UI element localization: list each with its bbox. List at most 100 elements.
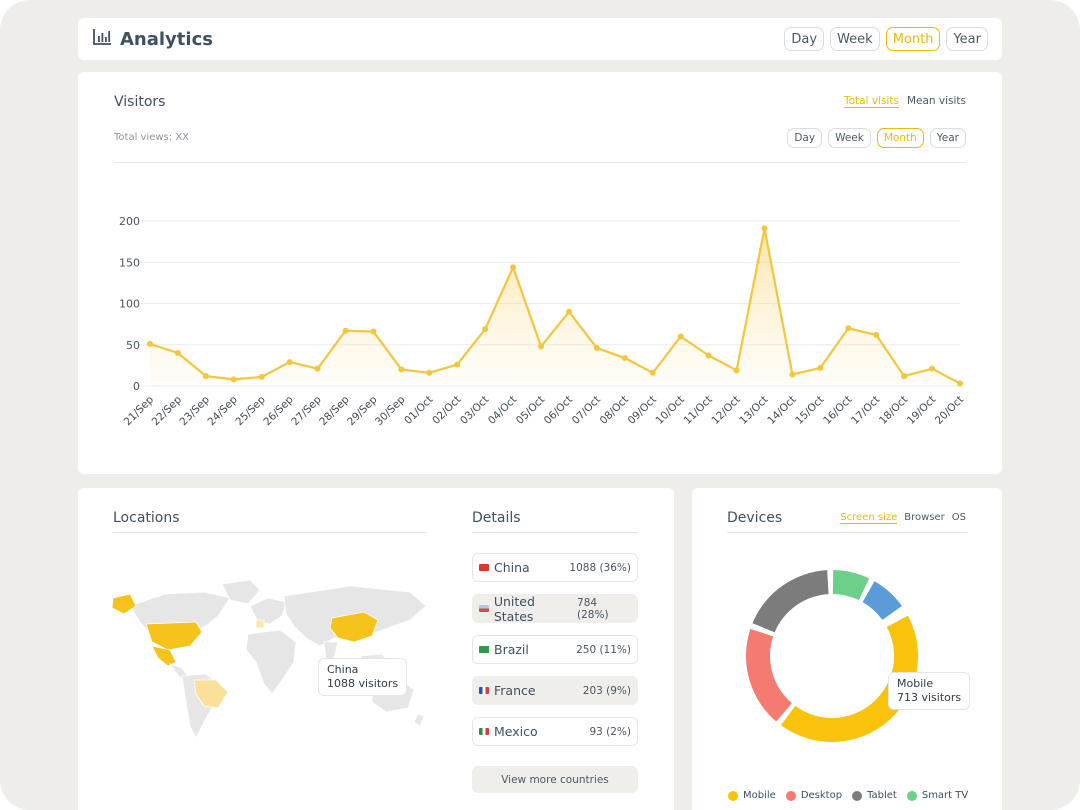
data-point[interactable] bbox=[286, 359, 293, 366]
x-tick-label: 17/Oct bbox=[849, 394, 882, 427]
data-point[interactable] bbox=[258, 373, 265, 380]
details-country: Brazil bbox=[494, 642, 529, 657]
data-point[interactable] bbox=[677, 333, 684, 340]
visitors-chart: 0 50 100 150 200 21/Sep22/Sep23/Sep24/Sep25/… bbox=[119, 215, 966, 428]
total-views-label: Total views: XX bbox=[114, 132, 190, 143]
divider bbox=[727, 532, 967, 533]
series-area bbox=[150, 228, 960, 386]
page-title: Analytics bbox=[120, 28, 213, 50]
details-row-mexico[interactable]: Mexico 93 (2%) bbox=[472, 717, 638, 746]
details-value: 1088 (36%) bbox=[569, 561, 631, 574]
visitors-range-selector: Day Week Month Year bbox=[787, 128, 966, 148]
x-tick-label: 05/Oct bbox=[514, 394, 547, 427]
details-value: 93 (2%) bbox=[589, 725, 631, 738]
brand: Analytics bbox=[92, 28, 213, 50]
data-point[interactable] bbox=[845, 325, 852, 332]
tab-browser[interactable]: Browser bbox=[904, 512, 945, 523]
legend-item-smart-tv[interactable]: Smart TV bbox=[906, 790, 968, 801]
visitors-range-week[interactable]: Week bbox=[828, 128, 871, 148]
devices-title: Devices bbox=[727, 510, 783, 526]
x-tick-label: 15/Oct bbox=[793, 394, 826, 427]
view-more-countries-button[interactable]: View more countries bbox=[472, 766, 638, 793]
x-tick-label: 23/Sep bbox=[178, 393, 213, 428]
data-point[interactable] bbox=[565, 308, 572, 315]
map-tooltip: China 1088 visitors bbox=[318, 658, 408, 696]
details-row-united-states[interactable]: United States 784 (28%) bbox=[472, 594, 638, 624]
data-point[interactable] bbox=[230, 376, 237, 383]
legend-dot-icon bbox=[852, 790, 863, 801]
x-tick-label: 18/Oct bbox=[877, 394, 910, 427]
data-point[interactable] bbox=[398, 366, 405, 373]
visitors-title: Visitors bbox=[114, 94, 166, 110]
x-tick-label: 25/Sep bbox=[233, 393, 268, 428]
visitors-range-day[interactable]: Day bbox=[787, 128, 823, 148]
x-tick-label: 08/Oct bbox=[598, 394, 631, 427]
visitors-range-year[interactable]: Year bbox=[929, 128, 966, 148]
data-point[interactable] bbox=[761, 225, 768, 232]
y-tick-label: 150 bbox=[119, 256, 140, 269]
map-tooltip-visitors: 1088 visitors bbox=[327, 677, 399, 690]
details-title: Details bbox=[472, 510, 521, 526]
header-range-selector: Day Week Month Year bbox=[784, 27, 988, 51]
data-point[interactable] bbox=[593, 345, 600, 352]
data-point[interactable] bbox=[538, 343, 545, 350]
header-range-day[interactable]: Day bbox=[784, 27, 825, 51]
x-tick-label: 10/Oct bbox=[654, 394, 687, 427]
data-point[interactable] bbox=[733, 367, 740, 374]
data-point[interactable] bbox=[817, 364, 824, 371]
legend-item-desktop[interactable]: Desktop bbox=[785, 790, 843, 801]
data-point[interactable] bbox=[789, 371, 796, 378]
data-point[interactable] bbox=[621, 354, 628, 361]
data-point[interactable] bbox=[426, 369, 433, 376]
details-value: 784 (28%) bbox=[577, 596, 609, 621]
visitors-range-month[interactable]: Month bbox=[876, 128, 924, 148]
data-point[interactable] bbox=[342, 327, 349, 334]
map-region-brazil bbox=[193, 679, 229, 709]
x-tick-label: 16/Oct bbox=[821, 394, 854, 427]
data-point[interactable] bbox=[929, 365, 936, 372]
data-point[interactable] bbox=[147, 340, 153, 347]
donut-slice-mobile[interactable] bbox=[780, 615, 918, 742]
data-point[interactable] bbox=[957, 380, 963, 387]
legend-item-tablet[interactable]: Tablet bbox=[852, 790, 897, 801]
header-range-month[interactable]: Month bbox=[885, 27, 941, 51]
data-point[interactable] bbox=[873, 331, 880, 338]
details-row-china[interactable]: China 1088 (36%) bbox=[472, 553, 638, 582]
data-point[interactable] bbox=[705, 352, 712, 359]
data-point[interactable] bbox=[174, 350, 181, 356]
app-header: Analytics Day Week Month Year bbox=[78, 18, 1002, 60]
donut-slice-desktop[interactable] bbox=[746, 628, 792, 722]
us-flag-icon bbox=[479, 605, 489, 612]
legend-item-mobile[interactable]: Mobile bbox=[728, 790, 776, 801]
x-tick-label: 19/Oct bbox=[905, 394, 938, 427]
devices-donut-chart[interactable] bbox=[742, 558, 952, 758]
data-point[interactable] bbox=[202, 373, 209, 380]
data-point[interactable] bbox=[370, 328, 377, 335]
donut-slice-smart-tv[interactable] bbox=[832, 570, 870, 601]
data-point[interactable] bbox=[482, 326, 489, 333]
data-point[interactable] bbox=[314, 365, 321, 372]
x-tick-label: 22/Sep bbox=[150, 393, 185, 428]
data-point[interactable] bbox=[510, 264, 517, 271]
y-tick-label: 0 bbox=[133, 380, 140, 393]
devices-tabs: Screen size Browser OS bbox=[840, 512, 966, 524]
locations-card: Locations Ch bbox=[78, 488, 674, 810]
tab-mean-visits[interactable]: Mean visits bbox=[906, 95, 966, 107]
data-point[interactable] bbox=[901, 373, 908, 380]
header-range-week[interactable]: Week bbox=[830, 27, 880, 51]
details-row-france[interactable]: France 203 (9%) bbox=[472, 676, 638, 705]
donut-slice-tablet[interactable] bbox=[752, 570, 829, 633]
data-point[interactable] bbox=[649, 369, 656, 376]
header-range-year[interactable]: Year bbox=[946, 27, 988, 51]
x-tick-label: 11/Oct bbox=[681, 394, 714, 427]
x-tick-label: 03/Oct bbox=[458, 394, 491, 427]
details-row-brazil[interactable]: Brazil 250 (11%) bbox=[472, 635, 638, 664]
y-tick-label: 50 bbox=[126, 339, 140, 352]
legend-label: Desktop bbox=[800, 790, 843, 801]
data-point[interactable] bbox=[454, 361, 461, 368]
tab-screen-size[interactable]: Screen size bbox=[840, 512, 898, 524]
x-tick-label: 27/Sep bbox=[289, 393, 324, 428]
tab-total-visits[interactable]: Total visits bbox=[843, 95, 899, 108]
tab-os[interactable]: OS bbox=[951, 512, 966, 523]
donut-slice-other[interactable] bbox=[862, 581, 902, 620]
